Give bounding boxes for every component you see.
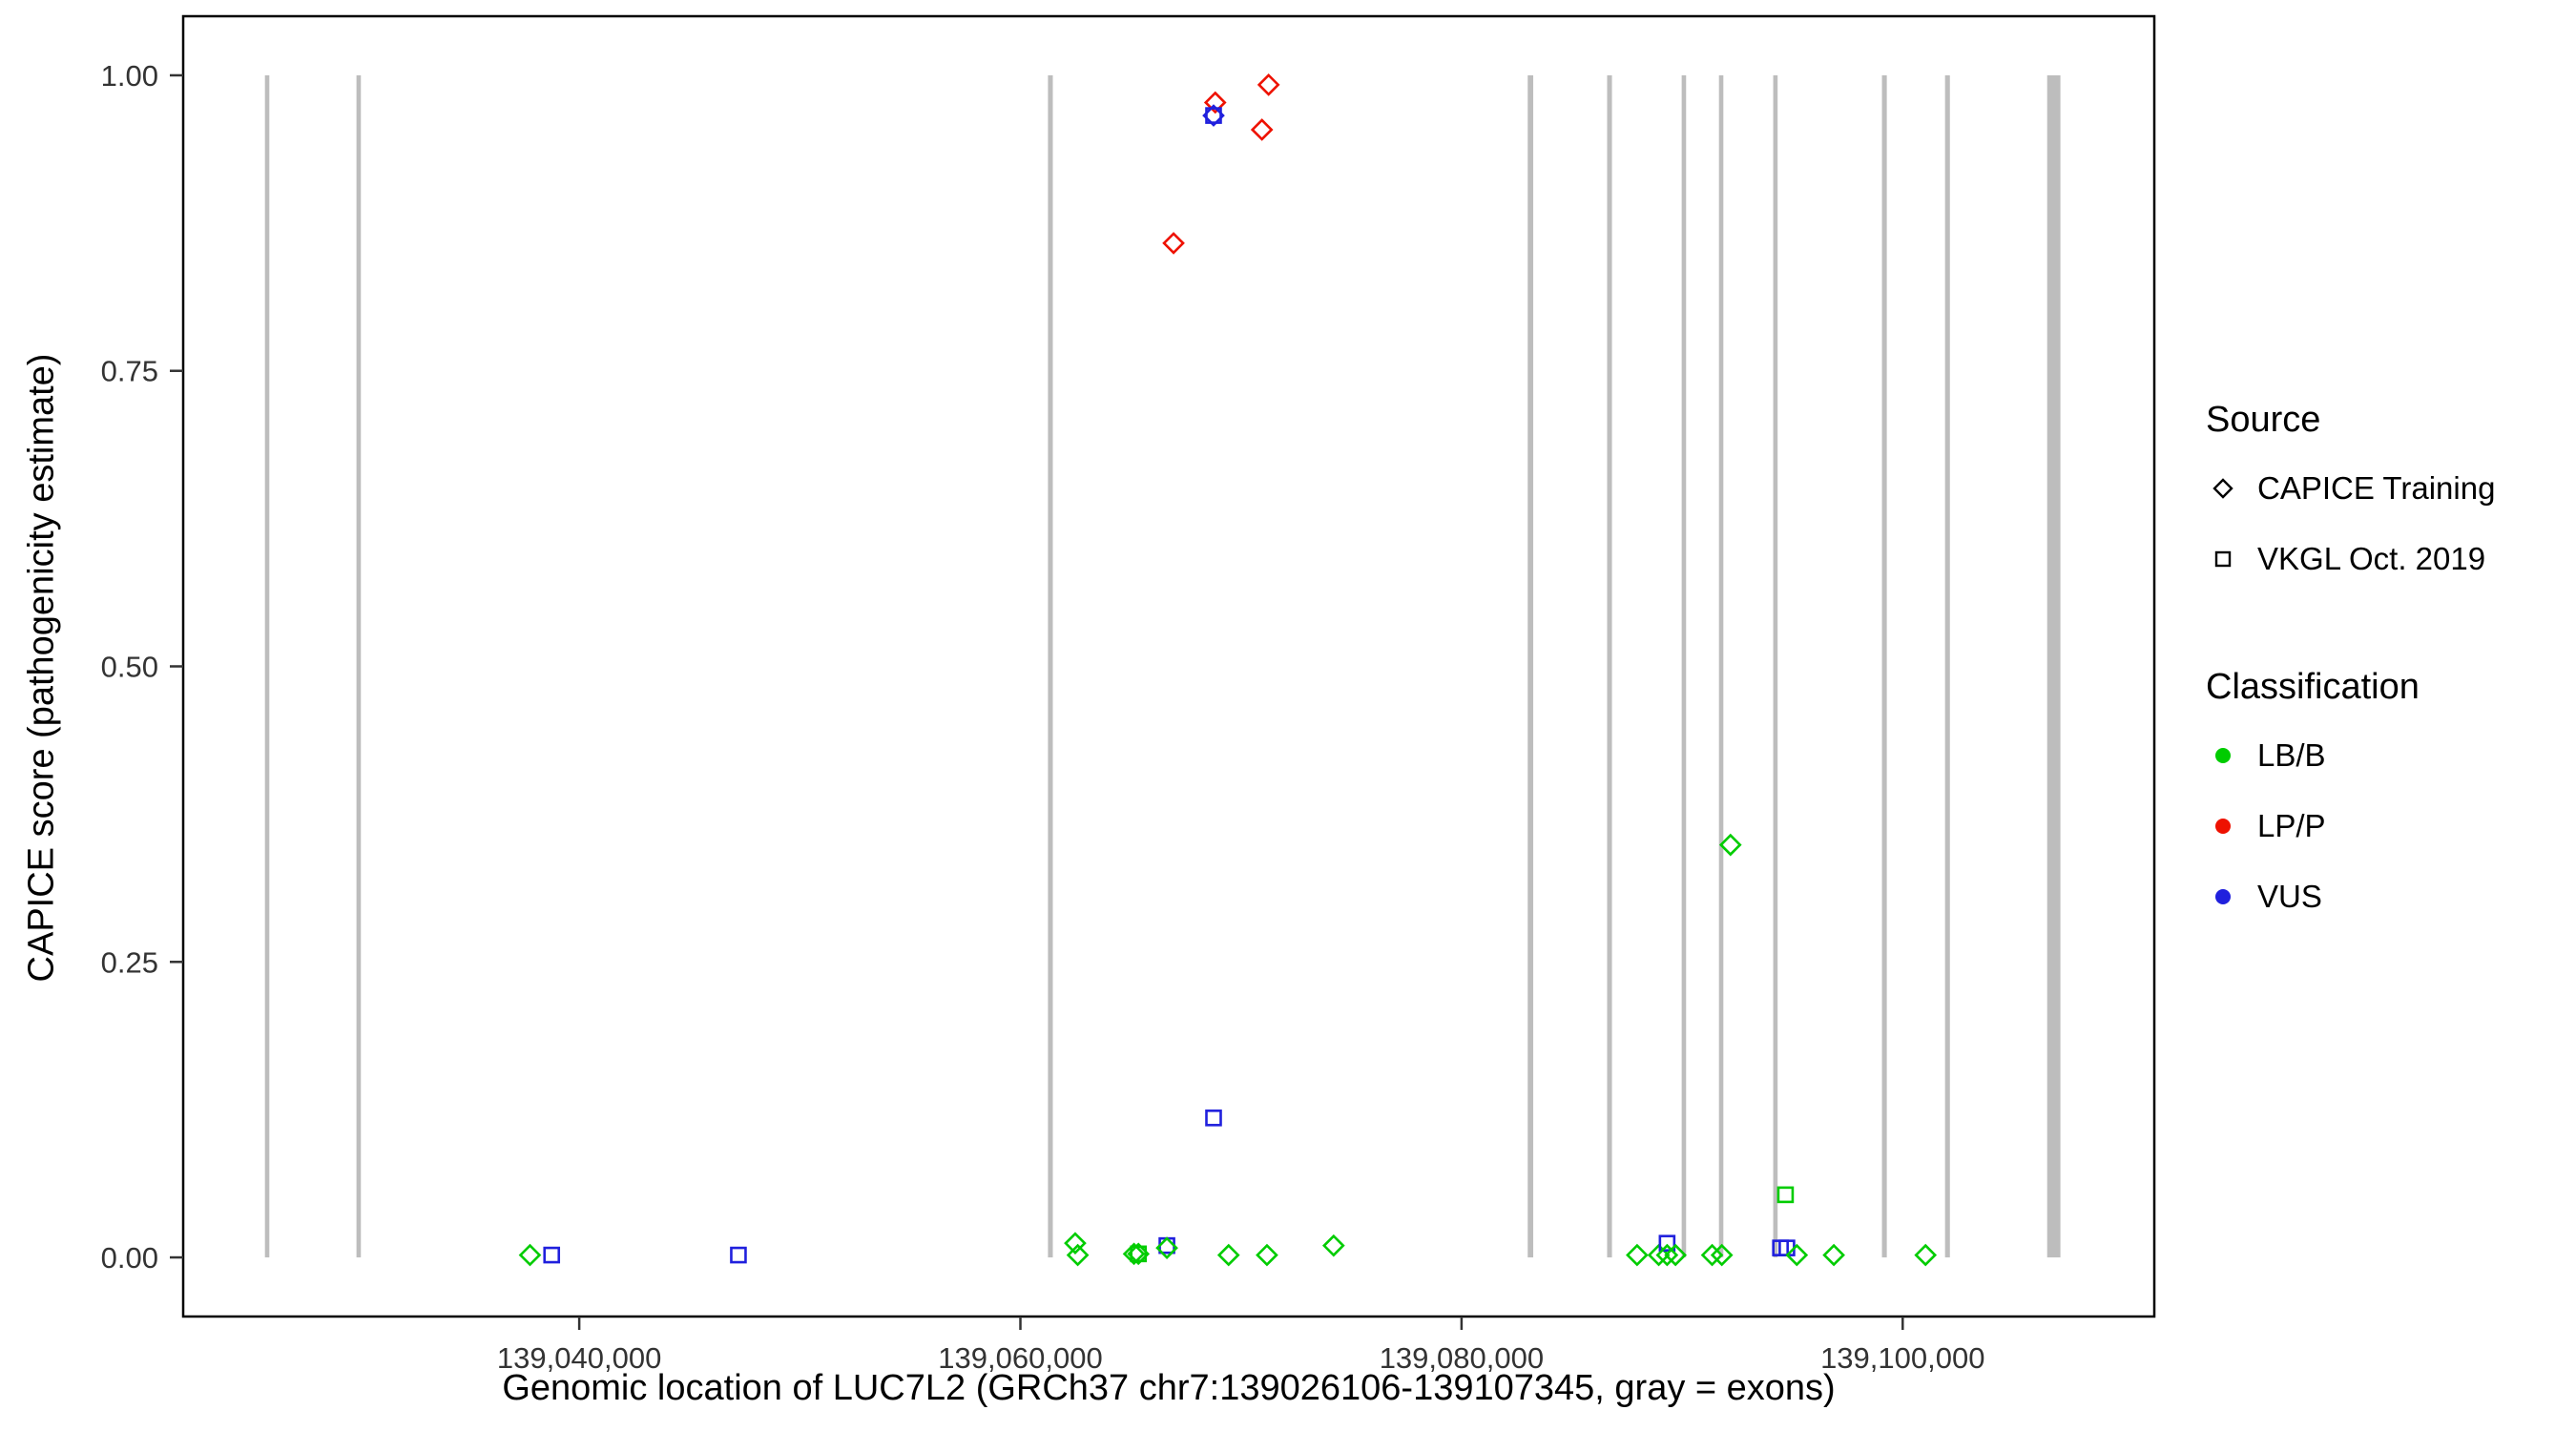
exon-marker	[1607, 74, 1612, 1258]
exon-marker	[264, 74, 270, 1258]
exon-marker	[356, 74, 362, 1258]
legend-item-vus: VUS	[2206, 876, 2568, 918]
blue-circle-icon	[2215, 889, 2231, 904]
y-tick-label: 0.75	[101, 355, 158, 388]
exon-marker	[1773, 74, 1778, 1258]
data-point-diamond	[1700, 1243, 1724, 1267]
x-axis-title: Genomic location of LUC7L2 (GRCh37 chr7:…	[502, 1368, 1836, 1408]
legend-classification-title: Classification	[2206, 667, 2420, 707]
x-tick-label: 139,060,000	[938, 1341, 1102, 1375]
legend-item-lbb: LB/B	[2206, 735, 2568, 777]
data-point-diamond	[1155, 1236, 1178, 1259]
data-point-diamond	[1718, 833, 1742, 857]
legend-source-title: Source	[2206, 400, 2321, 440]
data-point-diamond	[1216, 1243, 1240, 1267]
data-point-square	[1658, 1234, 1676, 1252]
exon-marker	[1718, 74, 1724, 1258]
exon-marker	[1048, 74, 1053, 1258]
x-tick-label: 139,040,000	[497, 1341, 661, 1375]
legend-item-label: CAPICE Training	[2257, 470, 2496, 506]
y-tick-label: 1.00	[101, 59, 158, 93]
exon-marker	[1944, 74, 1950, 1258]
data-point-diamond	[1066, 1243, 1090, 1267]
data-point-diamond	[1822, 1243, 1845, 1267]
data-point-diamond	[1655, 1243, 1679, 1267]
exon-marker	[1681, 74, 1687, 1258]
legend: Source CAPICE Training VKGL Oct. 2019 Cl…	[2206, 399, 2568, 946]
legend-spacer	[2206, 609, 2568, 666]
y-tick-label: 0.50	[101, 651, 158, 684]
legend-item-label: VUS	[2257, 879, 2322, 914]
exon-marker	[1881, 74, 1887, 1258]
legend-item-label: LB/B	[2257, 737, 2326, 773]
data-point-square	[543, 1246, 561, 1264]
red-circle-icon	[2215, 819, 2231, 834]
panel-border	[181, 14, 2156, 1318]
data-point-square	[1130, 1245, 1147, 1263]
green-circle-icon	[2215, 748, 2231, 763]
diamond-icon	[2212, 478, 2233, 499]
data-point-square	[1205, 1110, 1222, 1127]
data-point-diamond	[1664, 1243, 1687, 1267]
data-point-diamond	[1914, 1243, 1938, 1267]
data-point-diamond	[1203, 91, 1227, 114]
legend-item-vkgl: VKGL Oct. 2019	[2206, 538, 2568, 580]
square-icon	[2214, 550, 2232, 568]
data-point-diamond	[1257, 73, 1280, 96]
x-tick-label: 139,100,000	[1820, 1341, 1984, 1375]
data-point-diamond	[1250, 118, 1274, 141]
y-tick-label: 0.00	[101, 1241, 158, 1275]
data-point-diamond	[1710, 1243, 1734, 1267]
data-point-diamond	[1122, 1242, 1146, 1266]
data-point-diamond	[1647, 1243, 1671, 1267]
legend-item-label: VKGL Oct. 2019	[2257, 541, 2486, 576]
data-point-diamond	[518, 1243, 542, 1267]
y-axis-title: CAPICE score (pathogenicity estimate)	[21, 353, 62, 983]
data-point-diamond	[1626, 1243, 1649, 1267]
legend-item-capice-training: CAPICE Training	[2206, 467, 2568, 509]
exon-marker	[1527, 74, 1534, 1258]
data-point-diamond	[1202, 104, 1225, 127]
data-point-square	[1776, 1186, 1795, 1204]
data-point-square	[1158, 1236, 1175, 1255]
data-point-diamond	[1162, 232, 1185, 255]
data-point-square	[1205, 107, 1222, 124]
data-point-diamond	[1321, 1234, 1345, 1257]
y-tick-label: 0.25	[101, 945, 158, 979]
legend-item-label: LP/P	[2257, 808, 2326, 843]
data-point-diamond	[1256, 1243, 1278, 1267]
exon-marker	[2046, 74, 2061, 1258]
x-tick-label: 139,080,000	[1380, 1341, 1544, 1375]
data-point-diamond	[1785, 1243, 1809, 1267]
legend-item-lpp: LP/P	[2206, 805, 2568, 847]
data-point-diamond	[1064, 1232, 1087, 1255]
data-point-square	[730, 1246, 747, 1264]
